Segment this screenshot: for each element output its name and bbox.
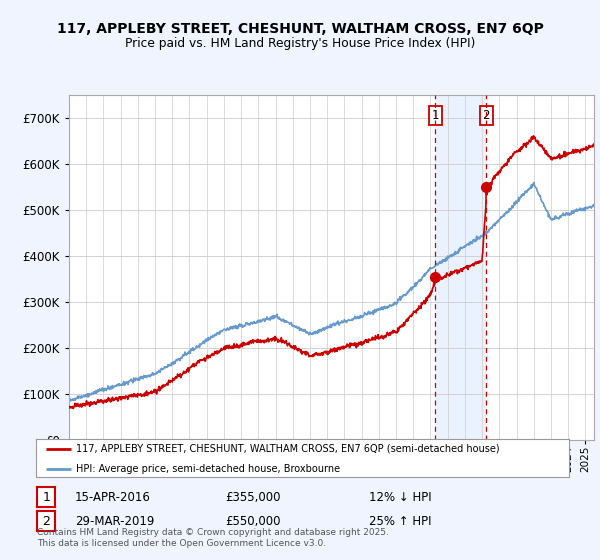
Text: 12% ↓ HPI: 12% ↓ HPI xyxy=(369,491,431,504)
Text: Price paid vs. HM Land Registry's House Price Index (HPI): Price paid vs. HM Land Registry's House … xyxy=(125,37,475,50)
Text: 117, APPLEBY STREET, CHESHUNT, WALTHAM CROSS, EN7 6QP (semi-detached house): 117, APPLEBY STREET, CHESHUNT, WALTHAM C… xyxy=(76,444,500,454)
Text: £550,000: £550,000 xyxy=(225,515,281,528)
Text: 117, APPLEBY STREET, CHESHUNT, WALTHAM CROSS, EN7 6QP: 117, APPLEBY STREET, CHESHUNT, WALTHAM C… xyxy=(56,22,544,36)
Text: 15-APR-2016: 15-APR-2016 xyxy=(75,491,151,504)
Text: 25% ↑ HPI: 25% ↑ HPI xyxy=(369,515,431,528)
Text: Contains HM Land Registry data © Crown copyright and database right 2025.
This d: Contains HM Land Registry data © Crown c… xyxy=(37,528,389,548)
Text: 29-MAR-2019: 29-MAR-2019 xyxy=(75,515,154,528)
Text: 1: 1 xyxy=(42,491,50,504)
Text: 1: 1 xyxy=(432,109,439,122)
Text: HPI: Average price, semi-detached house, Broxbourne: HPI: Average price, semi-detached house,… xyxy=(76,464,340,474)
Text: 2: 2 xyxy=(482,109,490,122)
Text: 2: 2 xyxy=(42,515,50,528)
Text: £355,000: £355,000 xyxy=(225,491,281,504)
Bar xyxy=(436,95,486,440)
